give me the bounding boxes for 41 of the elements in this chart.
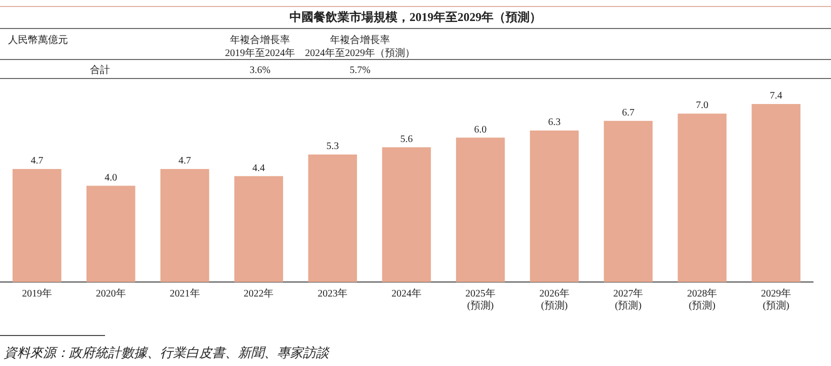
bar — [752, 104, 800, 282]
bar — [530, 130, 579, 282]
bar — [160, 168, 210, 282]
bar — [86, 186, 136, 282]
text: 年複合增長率 2024年至2029年（預測） — [305, 35, 415, 59]
x-tick-label: 2020年 — [96, 288, 126, 300]
x-tick-label: 2023年 — [318, 288, 348, 300]
text: 3.6% — [248, 64, 272, 77]
text: 5.7% — [348, 64, 372, 77]
x-tick-label: 2029年 (預測) — [761, 288, 792, 312]
x-tick-label: 2022年 — [244, 288, 274, 300]
x-tick-label: 2024年 — [392, 288, 422, 300]
bar — [456, 138, 505, 282]
bar — [12, 168, 62, 282]
data-label: 6.7 — [622, 107, 634, 118]
x-tick-label: 2025年 (預測) — [465, 288, 496, 312]
text: 人民幣萬億元 — [8, 34, 69, 47]
bar — [308, 154, 357, 282]
text: 合計 — [89, 64, 111, 77]
x-tick-label: 2026年 (預測) — [539, 288, 570, 312]
data-label: 4.7 — [30, 156, 44, 167]
data-label: 7.0 — [696, 100, 708, 112]
x-tick-label: 2019年 — [22, 288, 52, 300]
data-label: 7.4 — [770, 90, 782, 102]
source-note: 資料來源：政府統計數據、行業白皮書、新聞、專家訪談 — [4, 344, 329, 362]
bar — [234, 176, 284, 282]
data-label: 5.3 — [326, 141, 339, 152]
bar — [382, 147, 431, 282]
data-label: 4.7 — [178, 156, 192, 167]
x-tick-label: 2027年 (預測) — [613, 288, 644, 312]
x-tick-label: 2021年 — [170, 288, 200, 300]
text: 年複合增長率 2019年至2024年 — [225, 35, 295, 59]
bar — [604, 120, 653, 282]
chart-title: 中國餐飲業市場規模，2019年至2029年（預測） — [288, 9, 542, 26]
bar — [678, 114, 727, 282]
data-label: 6.0 — [474, 124, 487, 136]
data-label: 6.3 — [548, 117, 561, 128]
x-tick-label: 2028年 (預測) — [687, 288, 718, 312]
data-label: 4.0 — [104, 172, 118, 184]
data-label: 5.6 — [400, 134, 413, 145]
data-label: 4.4 — [252, 162, 265, 174]
